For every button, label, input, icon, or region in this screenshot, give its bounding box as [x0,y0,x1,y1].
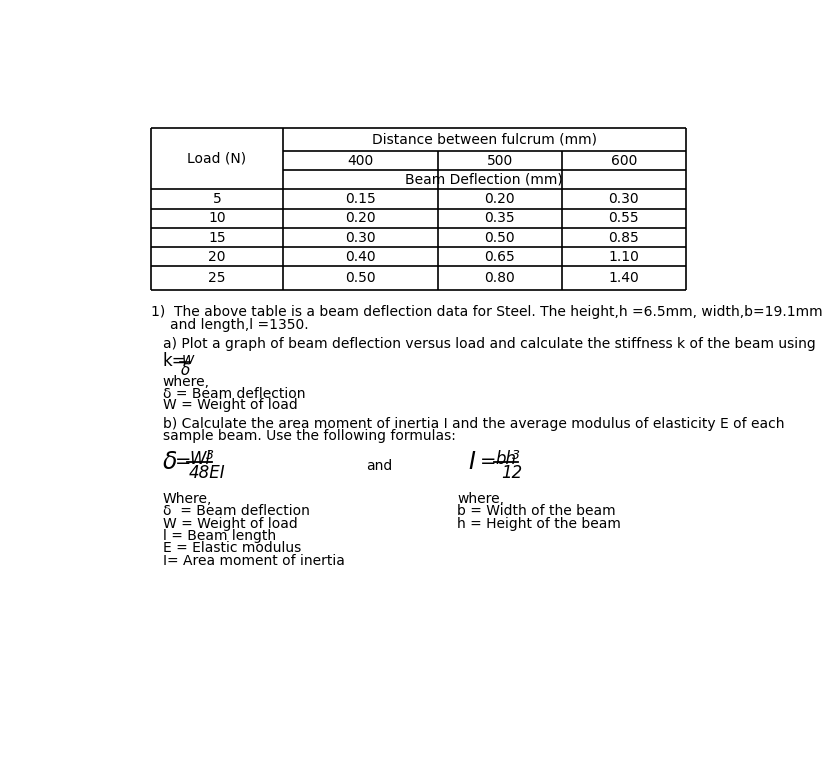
Text: 20: 20 [208,250,226,264]
Text: =: = [480,452,496,471]
Text: Distance between fulcrum (mm): Distance between fulcrum (mm) [372,132,597,146]
Text: b = Width of the beam: b = Width of the beam [457,504,616,518]
Text: 0.50: 0.50 [345,271,375,285]
Text: where,: where, [163,375,210,389]
Text: 3: 3 [512,449,520,462]
Text: 12: 12 [502,464,522,482]
Text: 0.65: 0.65 [484,250,515,264]
Text: 25: 25 [208,271,226,285]
Text: k=: k= [163,352,186,370]
Text: δ: δ [163,450,177,474]
Text: 1.40: 1.40 [609,271,640,285]
Text: and: and [366,459,393,473]
Text: 0.15: 0.15 [345,192,375,206]
Text: 3: 3 [206,449,214,462]
Text: 10: 10 [208,211,226,225]
Text: and length,l =1350.: and length,l =1350. [171,318,309,332]
Text: W = Weight of load: W = Weight of load [163,517,298,531]
Text: 0.40: 0.40 [345,250,375,264]
Text: 0.20: 0.20 [484,192,515,206]
Text: 0.30: 0.30 [609,192,639,206]
Text: 1)  The above table is a beam deflection data for Steel. The height,h =6.5mm, wi: 1) The above table is a beam deflection … [151,305,823,319]
Text: δ: δ [181,363,191,378]
Text: 0.20: 0.20 [345,211,375,225]
Text: =: = [175,452,191,471]
Text: w: w [181,352,194,367]
Text: W = Weight of load: W = Weight of load [163,398,298,412]
Text: 1.10: 1.10 [609,250,640,264]
Text: I: I [469,450,476,474]
Text: a) Plot a graph of beam deflection versus load and calculate the stiffness k of : a) Plot a graph of beam deflection versu… [163,336,815,350]
Text: 15: 15 [208,231,226,245]
Text: I= Area moment of inertia: I= Area moment of inertia [163,554,344,568]
Text: l = Beam length: l = Beam length [163,529,276,543]
Text: Where,: Where, [163,492,212,506]
Text: 5: 5 [212,192,222,206]
Text: Load (N): Load (N) [187,152,247,166]
Text: 400: 400 [347,154,374,168]
Text: h = Height of the beam: h = Height of the beam [457,517,621,531]
Text: Beam Deflection (mm): Beam Deflection (mm) [405,172,563,186]
Text: b) Calculate the area moment of inertia I and the average modulus of elasticity : b) Calculate the area moment of inertia … [163,416,784,430]
Text: δ  = Beam deflection: δ = Beam deflection [163,504,309,518]
Text: 0.50: 0.50 [484,231,515,245]
Text: E = Elastic modulus: E = Elastic modulus [163,542,301,556]
Text: 600: 600 [610,154,637,168]
Text: 0.35: 0.35 [484,211,515,225]
Text: Wl: Wl [190,450,211,468]
Text: 48EI: 48EI [189,464,226,482]
Text: sample beam. Use the following formulas:: sample beam. Use the following formulas: [163,429,456,443]
Text: 0.85: 0.85 [609,231,640,245]
Text: 0.55: 0.55 [609,211,639,225]
Text: bh: bh [496,450,517,468]
Text: 0.30: 0.30 [345,231,375,245]
Text: 0.80: 0.80 [484,271,515,285]
Text: δ = Beam deflection: δ = Beam deflection [163,387,305,401]
Text: 500: 500 [487,154,512,168]
Text: where,: where, [457,492,504,506]
